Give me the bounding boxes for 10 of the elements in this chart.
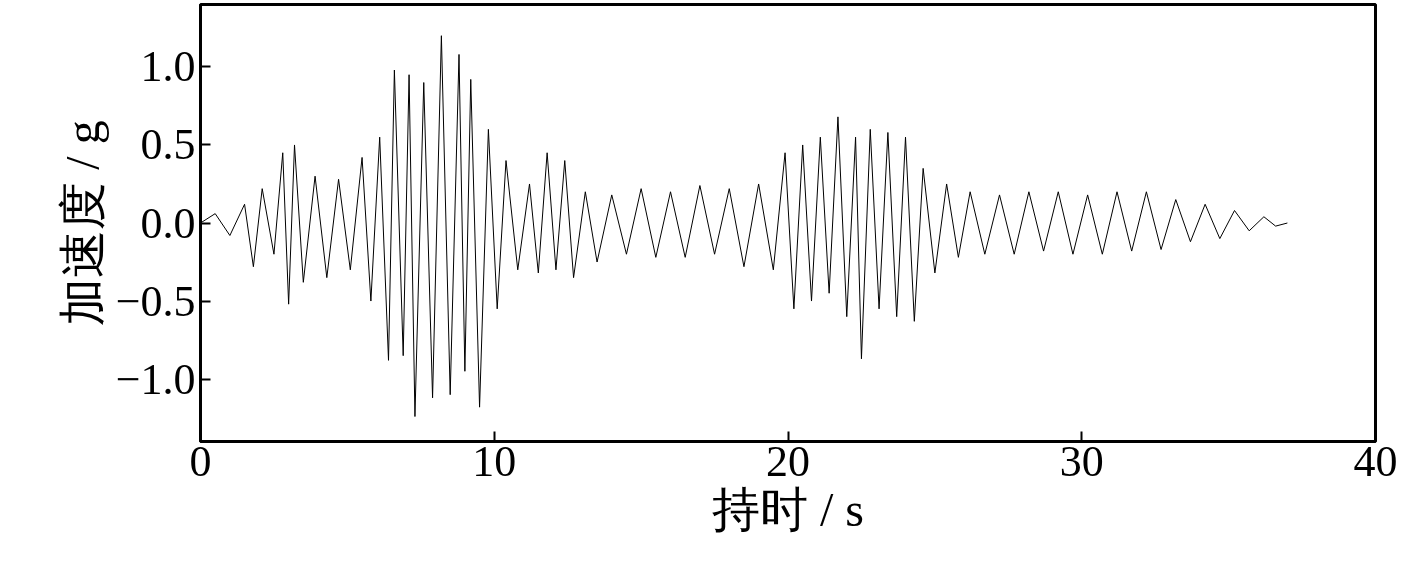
y-tick-label: −1.0 bbox=[115, 354, 196, 404]
y-tick-label: 0.5 bbox=[140, 120, 196, 170]
x-tick-label: 0 bbox=[189, 436, 212, 486]
y-axis-title: 加速度 / g bbox=[55, 120, 109, 326]
x-tick-label: 30 bbox=[1059, 436, 1104, 486]
y-tick-label: 1.0 bbox=[140, 42, 196, 92]
x-tick-label: 10 bbox=[472, 436, 517, 486]
y-tick-label: 0.0 bbox=[140, 198, 196, 248]
y-tick-label: −0.5 bbox=[115, 276, 196, 326]
x-tick-label: 40 bbox=[1353, 436, 1398, 486]
